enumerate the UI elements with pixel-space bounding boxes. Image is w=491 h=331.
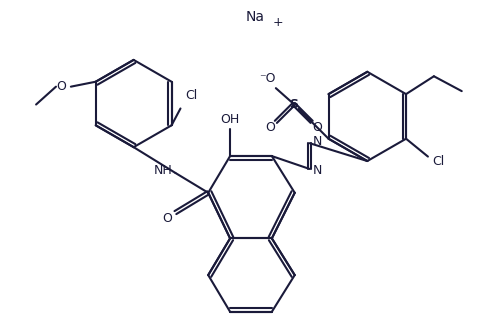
Text: O: O [163,212,172,225]
Text: OH: OH [220,113,240,126]
Text: ⁻O: ⁻O [259,72,275,85]
Text: O: O [265,121,275,134]
Text: S: S [289,98,298,111]
Text: Cl: Cl [185,89,197,102]
Text: NH: NH [154,165,173,177]
Text: N: N [313,135,322,148]
Text: N: N [313,165,322,177]
Text: Na: Na [246,10,265,24]
Text: Cl: Cl [432,155,444,168]
Text: O: O [313,121,323,134]
Text: O: O [56,80,66,93]
Text: +: + [273,16,283,29]
